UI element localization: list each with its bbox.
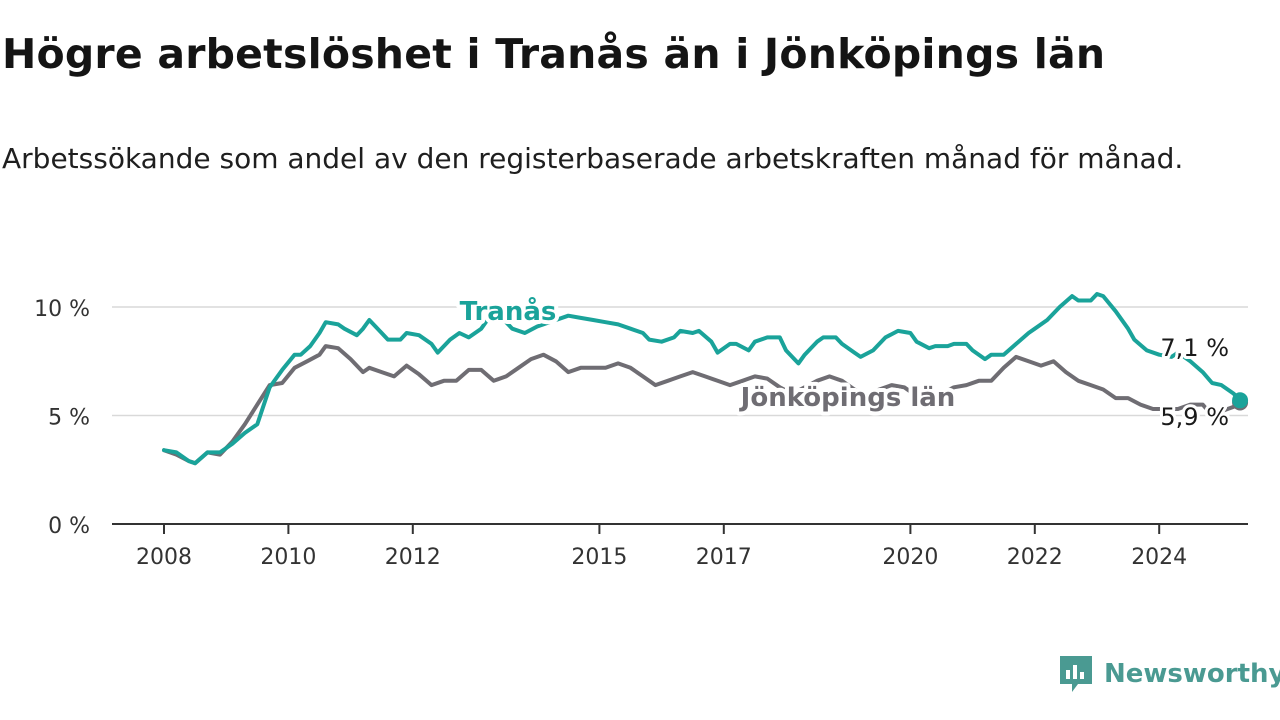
series-name-label-tran-s: Tranås: [460, 295, 557, 327]
chart-title: Högre arbetslöshet i Tranås än i Jönköpi…: [2, 30, 1106, 78]
series-end-value-label-j-nk-pings-l-n: 5,9 %: [1160, 403, 1229, 431]
x-axis: 2008 2010 2012 2015 2017 2020 2022 2024: [112, 523, 1248, 570]
newsworthy-logo-icon: [1060, 656, 1092, 692]
series-labels: Tranås Jönköpings län 7,1 % 5,9 %: [456, 291, 1232, 434]
y-tick-label: 5 %: [48, 406, 90, 431]
x-tick-label: 2015: [571, 545, 627, 570]
series-line-tran-s: [162, 292, 1243, 466]
series-name-label-j-nk-pings-l-n: Jönköpings län: [739, 383, 956, 413]
x-tick-label: 2010: [260, 545, 316, 570]
newsworthy-logo-text: Newsworthy: [1104, 659, 1280, 689]
x-tick-label: 2024: [1131, 545, 1187, 570]
x-tick-label: 2017: [696, 545, 752, 570]
y-tick-label: 10 %: [34, 297, 90, 322]
series-line-j-nk-pings-l-n: [162, 344, 1243, 466]
gridlines: [112, 306, 1248, 417]
x-tick-label: 2012: [385, 545, 441, 570]
y-tick-label: 0 %: [48, 514, 90, 539]
newsworthy-logo: Newsworthy: [1058, 654, 1280, 694]
y-axis-ticks: 0 % 5 % 10 %: [34, 297, 90, 539]
x-tick-label: 2022: [1007, 545, 1063, 570]
chart-subtitle: Arbetssökande som andel av den registerb…: [2, 142, 1184, 175]
x-tick-label: 2020: [882, 545, 938, 570]
series-lines: [162, 292, 1249, 466]
series-end-marker-tran-s: [1232, 392, 1249, 409]
series-end-value-label-tran-s: 7,1 %: [1160, 334, 1229, 362]
x-tick-label: 2008: [136, 545, 192, 570]
